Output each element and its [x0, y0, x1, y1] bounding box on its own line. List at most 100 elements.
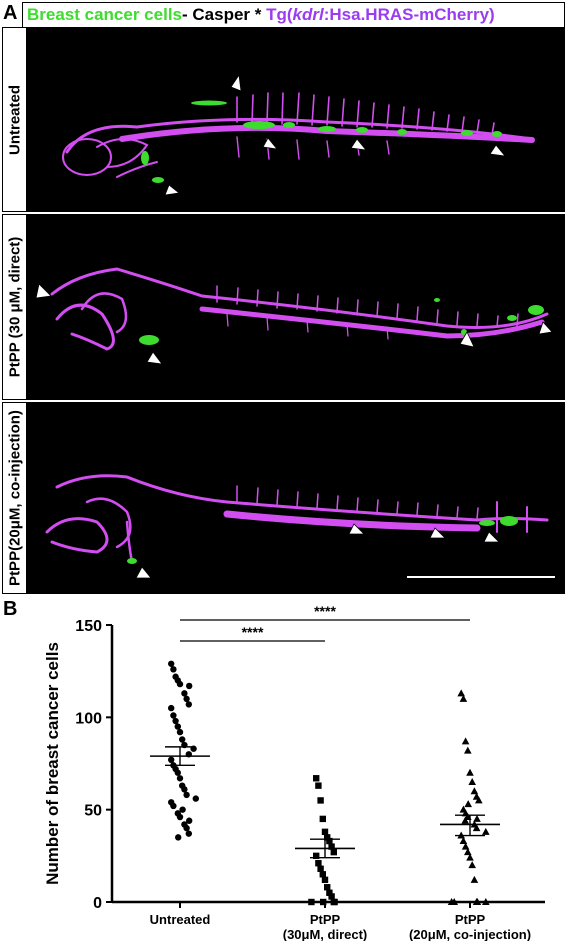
data-point-ptpp-direct: [315, 860, 322, 867]
data-point-ptpp-coinjection: [459, 837, 468, 845]
data-point-untreated: [172, 717, 179, 725]
data-point-untreated: [183, 695, 190, 703]
data-point-ptpp-direct: [324, 834, 331, 841]
data-point-untreated: [170, 802, 177, 810]
title-transgene-gene: kdrl: [292, 5, 324, 24]
data-point-ptpp-coinjection: [466, 768, 474, 776]
micrograph-ptpp-direct: [27, 214, 565, 400]
title-transgene-suffix: :Hsa.HRAS-mCherry): [323, 5, 495, 24]
data-point-untreated: [176, 813, 184, 821]
data-point-untreated: [185, 701, 192, 708]
chart-labels: 0 50 100 150 Number of breast cancer cells Un…: [43, 603, 531, 942]
row-label-ptpp-direct: PtPP (30 μM, direct): [2, 214, 27, 400]
data-point-untreated: [181, 690, 188, 697]
x-tick-label: PtPP: [310, 912, 341, 927]
data-point-ptpp-coinjection: [464, 800, 472, 808]
data-point-ptpp-coinjection: [482, 827, 490, 835]
title-cells: Breast cancer cells: [27, 5, 182, 24]
data-point-untreated: [170, 712, 177, 719]
data-point-ptpp-direct: [319, 871, 326, 878]
data-point-untreated: [176, 680, 184, 688]
data-point-ptpp-coinjection: [470, 875, 479, 883]
data-point-ptpp-coinjection: [461, 842, 470, 850]
data-point-ptpp-coinjection: [468, 777, 476, 785]
data-point-ptpp-direct: [308, 898, 315, 906]
data-point-untreated: [168, 756, 175, 764]
panel-b-letter: B: [3, 598, 18, 620]
significance-label: ****: [242, 624, 264, 640]
micrograph-untreated: [27, 27, 565, 212]
scatter-chart: 0 50 100 150 Number of breast cancer cells Un…: [0, 600, 569, 942]
chart-marks: [150, 619, 500, 906]
panel-a-letter: A: [3, 2, 18, 24]
data-point-ptpp-direct: [326, 837, 333, 845]
data-point-untreated: [174, 723, 181, 730]
y-tick-label: 50: [84, 803, 102, 820]
data-point-ptpp-direct: [313, 775, 320, 782]
data-point-untreated: [183, 791, 190, 799]
data-point-untreated: [183, 824, 190, 832]
data-point-untreated: [185, 830, 192, 837]
data-point-ptpp-direct: [315, 782, 322, 789]
data-point-untreated: [186, 817, 193, 824]
data-point-ptpp-coinjection: [464, 746, 472, 754]
data-point-untreated: [174, 769, 181, 776]
data-point-ptpp-direct: [330, 848, 337, 856]
data-point-ptpp-coinjection: [459, 694, 468, 702]
data-point-ptpp-direct: [328, 893, 335, 900]
row-label-untreated: Untreated: [2, 27, 27, 212]
data-point-ptpp-coinjection: [447, 898, 456, 905]
data-point-untreated: [176, 728, 184, 736]
data-point-ptpp-direct: [319, 815, 326, 823]
data-point-untreated: [170, 666, 177, 673]
data-point-ptpp-coinjection: [473, 814, 481, 822]
y-tick-label: 100: [75, 710, 102, 727]
data-point-ptpp-coinjection: [468, 861, 476, 869]
data-point-untreated: [176, 775, 184, 782]
data-point-ptpp-direct: [317, 865, 324, 872]
row-label-text: Untreated: [6, 84, 23, 155]
data-point-ptpp-direct: [326, 889, 333, 896]
data-point-ptpp-coinjection: [464, 848, 472, 856]
data-point-ptpp-coinjection: [473, 898, 482, 905]
panel-a-title: Breast cancer cells- Casper * Tg(kdrl:Hs…: [22, 2, 565, 28]
row-label-text: PtPP(20μM, co-injection): [6, 410, 23, 586]
data-point-ptpp-coinjection: [475, 796, 483, 804]
data-point-ptpp-direct: [317, 797, 324, 804]
data-point-untreated: [175, 834, 182, 841]
data-point-untreated: [181, 786, 188, 793]
title-transgene-prefix: Tg(: [266, 5, 293, 24]
data-point-ptpp-direct: [321, 828, 329, 836]
data-point-ptpp-coinjection: [466, 853, 474, 861]
data-point-untreated: [179, 736, 186, 743]
y-axis-label: Number of breast cancer cells: [43, 642, 62, 885]
data-point-ptpp-direct: [321, 876, 329, 884]
data-point-ptpp-direct: [328, 843, 335, 850]
title-transgene: Tg(kdrl:Hsa.HRAS-mCherry): [266, 5, 495, 24]
data-point-ptpp-direct: [324, 884, 331, 891]
row-label-ptpp-coinjection: PtPP(20μM, co-injection): [2, 402, 27, 594]
x-tick-label: PtPP: [455, 912, 486, 927]
data-point-ptpp-coinjection: [482, 898, 490, 905]
row-label-text: PtPP (30 μM, direct): [6, 236, 23, 378]
data-point-ptpp-direct: [331, 898, 338, 906]
data-point-ptpp-coinjection: [457, 689, 465, 697]
data-point-ptpp-coinjection: [461, 737, 470, 745]
x-tick-label-line2: (20μM, co-injection): [409, 927, 531, 941]
data-point-untreated: [168, 660, 175, 667]
x-tick-label-line2: (30μM, direct): [283, 927, 368, 941]
micrograph-ptpp-coinjection: [27, 402, 565, 594]
title-casper: - Casper *: [182, 5, 267, 24]
data-point-ptpp-direct: [313, 852, 320, 860]
significance-label: ****: [314, 603, 336, 619]
data-point-ptpp-coinjection: [470, 787, 479, 795]
y-tick-label: 0: [93, 895, 102, 912]
data-point-untreated: [192, 795, 199, 802]
y-tick-label: 150: [75, 618, 102, 635]
data-point-untreated: [186, 682, 193, 690]
data-point-untreated: [168, 704, 175, 712]
x-tick-label: Untreated: [150, 912, 211, 927]
data-point-ptpp-direct: [320, 898, 327, 906]
data-point-untreated: [179, 806, 186, 813]
data-point-ptpp-coinjection: [472, 824, 481, 832]
